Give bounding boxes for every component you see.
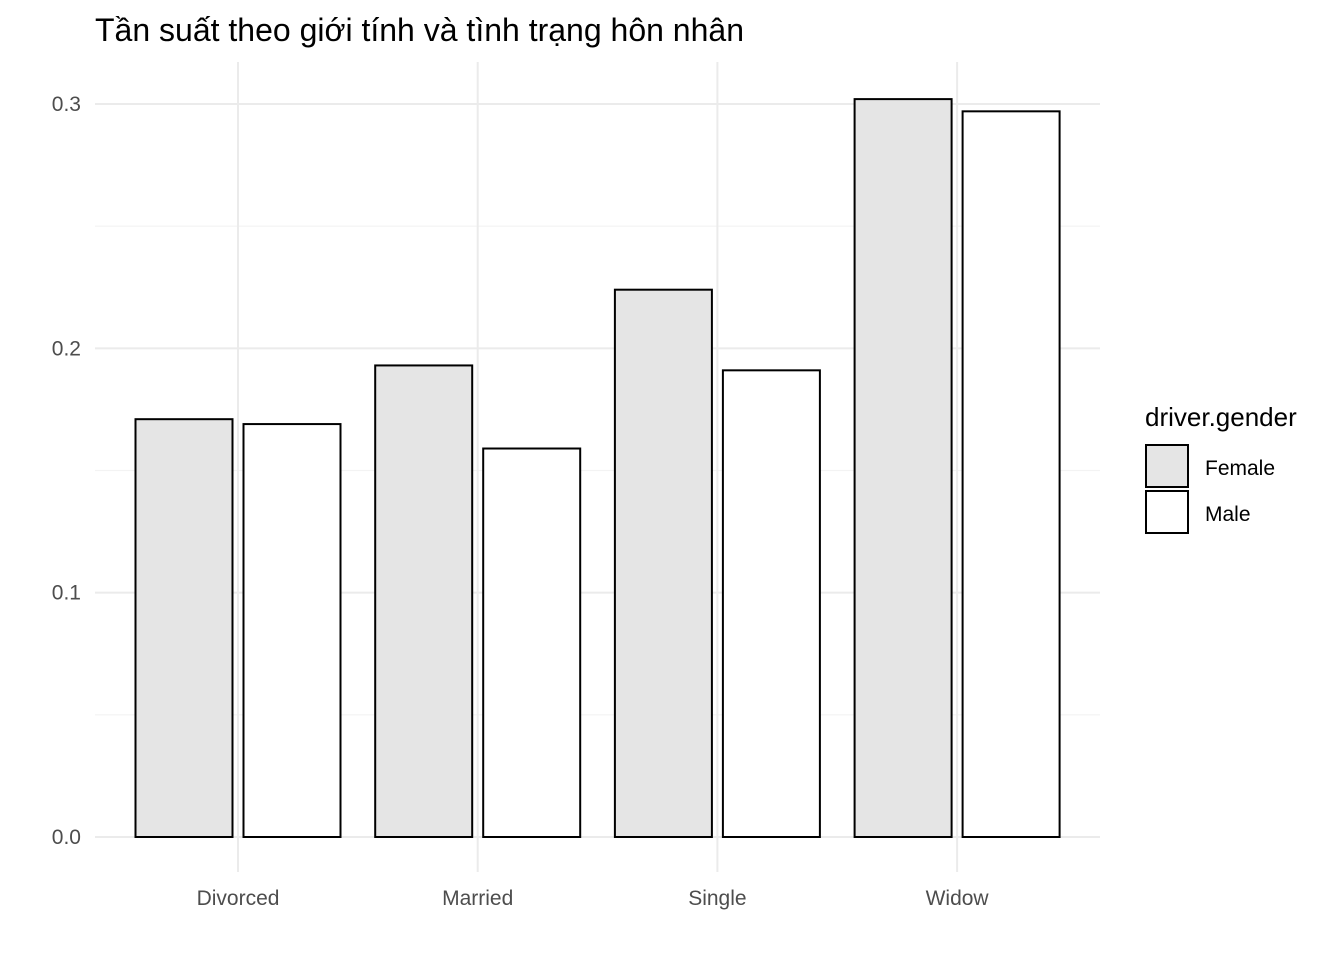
bar-widow-male [961,110,1061,838]
bar-single-male [721,369,821,838]
bar-widow-female [853,98,953,838]
chart-title: Tần suất theo giới tính và tình trạng hô… [95,12,744,48]
legend-label-female: Female [1205,457,1275,480]
bars [134,98,1061,838]
x-tick-label: Single [688,887,746,910]
y-axis-tick-labels: 0.0 0.1 0.2 0.3 [52,93,81,849]
legend: driver.gender Female Male [1145,402,1297,534]
y-tick-label: 0.0 [52,826,81,849]
legend-items: Female Male [1145,444,1275,534]
bar-single-female [613,288,713,838]
x-axis-tick-labels: Divorced Married Single Widow [197,887,990,910]
legend-label-male: Male [1205,503,1251,526]
x-tick-label: Married [442,887,513,910]
bar-married-female [374,364,474,838]
bar-married-male [482,447,582,838]
x-tick-label: Divorced [197,887,280,910]
bar-divorced-female [134,418,234,838]
y-tick-label: 0.1 [52,582,81,605]
y-tick-label: 0.2 [52,337,81,360]
x-tick-label: Widow [926,887,990,910]
y-tick-label: 0.3 [52,93,81,116]
legend-key-male [1145,490,1189,534]
bar-divorced-male [242,423,342,838]
legend-title: driver.gender [1145,402,1297,432]
legend-key-female [1145,444,1189,488]
